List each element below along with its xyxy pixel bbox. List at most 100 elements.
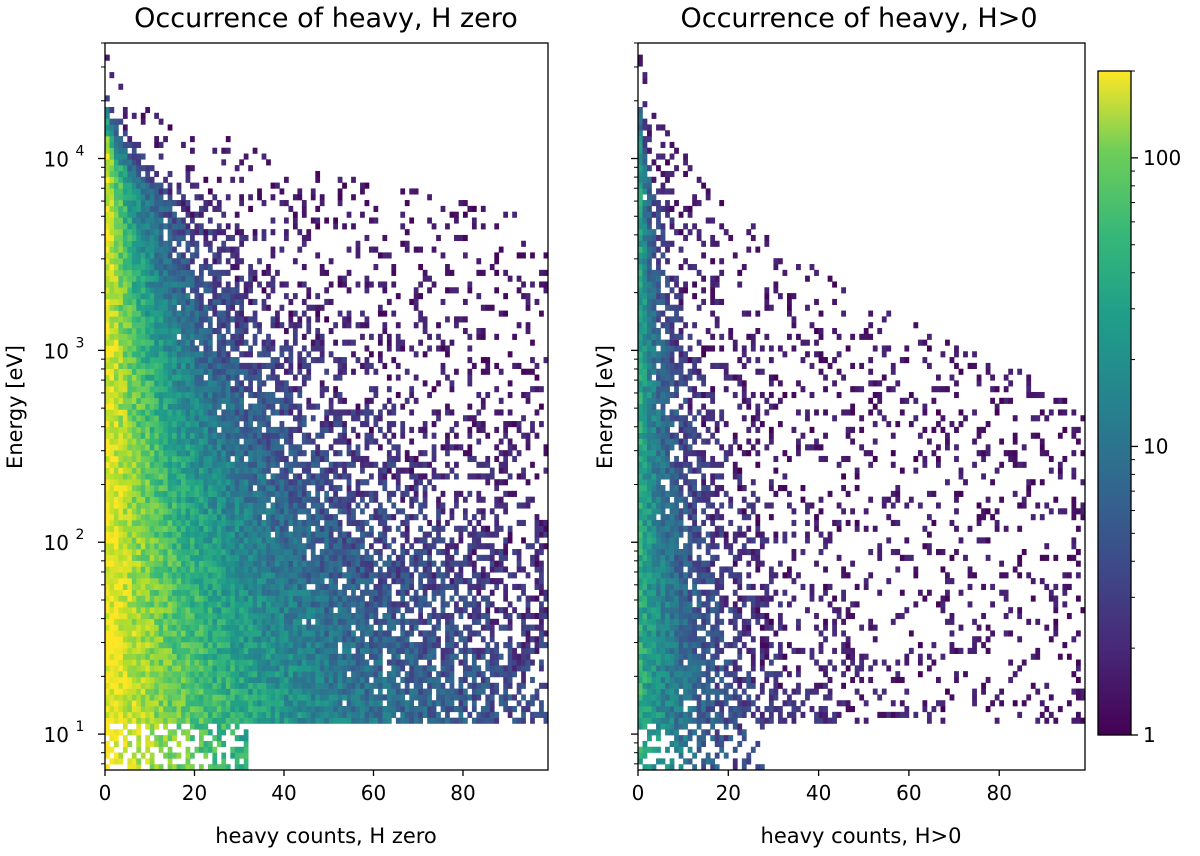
heatmap-cell [480,357,486,364]
heatmap-cell [266,607,271,614]
heatmap-cell [243,525,249,532]
heatmap-cell [319,432,325,439]
heatmap-cell [270,595,276,602]
heatmap-cell [234,688,240,695]
heatmap-cell [337,671,343,678]
heatmap-cell [333,653,338,660]
heatmap-cell [248,467,253,474]
heatmap-cell [333,560,338,567]
heatmap-cell [207,380,213,387]
heatmap-cell [525,479,531,486]
heatmap-cell [266,362,271,369]
heatmap-cell [230,339,236,346]
heatmap-cell [194,578,200,585]
heatmap-cell [203,694,209,701]
heatmap-cell [216,455,222,463]
heatmap-cell [292,688,298,695]
heatmap-cell [283,514,289,521]
heatmap-cell [360,659,365,666]
heatmap-cell [512,572,517,579]
heatmap-cell [113,682,119,689]
heatmap-cell [288,659,294,666]
heatmap-cell [431,717,437,724]
heatmap-cell [163,461,168,468]
heatmap-cell [163,706,168,713]
heatmap-cell [261,671,267,678]
heatmap-cell [301,479,307,486]
heatmap-cell [373,694,379,701]
heatmap-cell [297,519,303,527]
heatmap-cell [221,421,227,428]
heatmap-cell [225,543,231,550]
heatmap-cell [521,415,526,422]
heatmap-cell [109,386,115,393]
heatmap-cell [252,583,258,591]
heatmap-cell [489,560,495,567]
heatmap-cell [252,659,258,666]
heatmap-cell [516,519,522,527]
heatmap-cell [167,566,173,573]
heatmap-cell [534,514,540,521]
heatmap-cell [395,560,401,567]
heatmap-cell [181,421,186,428]
heatmap-cell [400,595,406,602]
heatmap-cell [297,694,303,701]
heatmap-cell [194,560,200,567]
heatmap-cell [525,636,531,643]
heatmap-cell [225,327,231,335]
heatmap-cell [534,409,540,416]
heatmap-cell [172,659,177,666]
heatmap-cell [360,624,365,631]
heatmap-cell [212,519,218,527]
heatmap-cell [194,566,200,573]
heatmap-cell [149,455,155,463]
heatmap-cell [310,572,316,579]
heatmap-cell [230,461,236,468]
heatmap-cell [122,665,128,672]
heatmap-cell [181,380,186,387]
heatmap-cell [427,653,432,660]
heatmap-cell [283,426,289,433]
heatmap-cell [391,653,397,660]
heatmap-cell [181,525,186,532]
heatmap-cell [230,572,236,579]
heatmap-cell [369,636,374,643]
heatmap-cell [386,612,392,620]
heatmap-cell [337,415,343,422]
heatmap-cell [105,548,110,556]
heatmap-cell [489,647,495,654]
heatmap-cell [364,362,370,369]
heatmap-cell [275,444,280,451]
heatmap-cell [369,711,374,718]
heatmap-cell [203,345,209,352]
heatmap-cell [234,548,240,556]
heatmap-cell [351,688,356,695]
heatmap-cell [525,612,531,620]
heatmap-cell [306,566,312,573]
heatmap-cell [140,327,146,335]
heatmap-cell [127,665,133,672]
heatmap-cell [225,432,231,439]
heatmap-cell [297,607,303,614]
heatmap-cell [440,537,446,544]
heatmap-cell [158,409,164,416]
heatmap-cell [337,357,343,364]
heatmap-cell [131,595,137,602]
heatmap-cell [221,752,227,759]
heatmap-cell [503,554,509,561]
heatmap-cell [485,665,491,672]
heatmap-cell [194,624,200,631]
heatmap-cell [409,630,415,637]
heatmap-cell [364,415,370,422]
heatmap-cell [194,630,200,637]
heatmap-cell [185,624,191,631]
heatmap-cell [422,548,428,556]
heatmap-cell [136,717,142,724]
heatmap-cell [386,676,392,684]
heatmap-cell [266,642,271,649]
heatmap-cell [234,479,240,486]
heatmap-cell [122,653,128,660]
heatmap-cell [476,630,482,637]
heatmap-cell [158,391,164,399]
heatmap-cell [467,554,473,561]
